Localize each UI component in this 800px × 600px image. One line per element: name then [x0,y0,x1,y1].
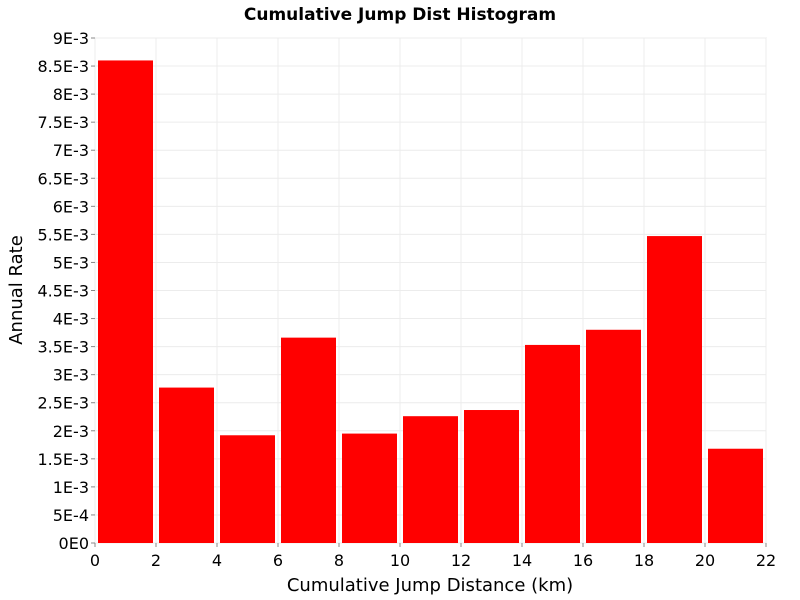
chart-title: Cumulative Jump Dist Histogram [244,5,556,25]
x-tick-label: 16 [573,551,593,570]
bar [647,236,702,544]
bar [281,337,336,543]
bar [342,433,397,543]
x-axis-label: Cumulative Jump Distance (km) [287,575,573,596]
x-tick-label: 22 [756,551,776,570]
bar [220,435,275,543]
y-tick-label: 4E-3 [53,310,89,329]
y-tick-label: 7.5E-3 [37,113,89,132]
y-tick-label: 8.5E-3 [37,57,89,76]
x-axis-ticks: 0 2 4 6 8 10 12 14 16 18 20 22 [90,543,776,570]
y-tick-label: 1.5E-3 [37,450,89,469]
bar [159,387,214,543]
y-tick-label: 9E-3 [53,29,89,48]
y-tick-label: 5E-3 [53,253,89,272]
x-tick-label: 6 [273,551,283,570]
x-tick-label: 20 [695,551,715,570]
x-tick-label: 18 [634,551,654,570]
y-axis-ticks: 0E0 5E-4 1E-3 1.5E-3 2E-3 2.5E-3 3E-3 3.5E-3 4E-… [37,29,95,553]
y-tick-label: 4.5E-3 [37,282,89,301]
bars [98,60,763,544]
x-tick-label: 8 [334,551,344,570]
x-tick-label: 2 [151,551,161,570]
y-tick-label: 6.5E-3 [37,169,89,188]
y-tick-label: 3E-3 [53,366,89,385]
x-tick-label: 12 [451,551,471,570]
y-tick-label: 5E-4 [53,506,89,525]
y-tick-label: 3.5E-3 [37,338,89,357]
y-tick-label: 5.5E-3 [37,225,89,244]
bar [98,60,153,543]
y-axis-label: Annual Rate [6,235,27,345]
bar [708,448,763,543]
y-tick-label: 8E-3 [53,85,89,104]
bar [403,416,458,543]
y-tick-label: 7E-3 [53,141,89,160]
y-tick-label: 2.5E-3 [37,394,89,413]
y-tick-label: 6E-3 [53,197,89,216]
x-tick-label: 14 [512,551,532,570]
bar [525,344,580,543]
x-tick-label: 10 [390,551,410,570]
x-tick-label: 0 [90,551,100,570]
bar [586,329,641,543]
y-tick-label: 1E-3 [53,478,89,497]
bar [464,410,519,543]
x-tick-label: 4 [212,551,222,570]
y-tick-label: 2E-3 [53,422,89,441]
y-tick-label: 0E0 [59,534,89,553]
